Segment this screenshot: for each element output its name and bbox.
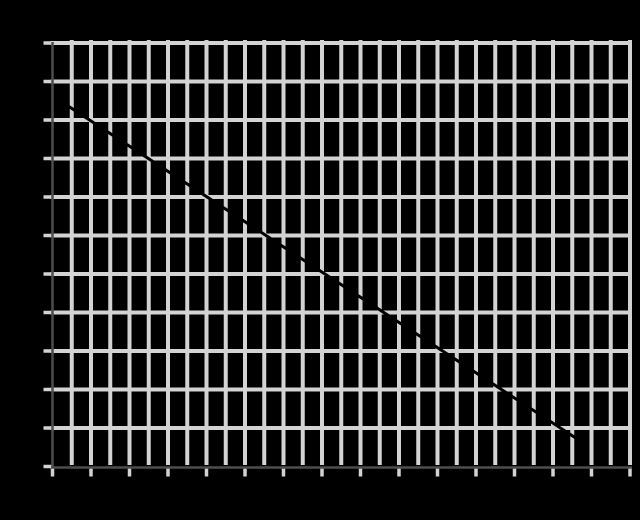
axes-spines — [51, 42, 632, 469]
data-series — [67, 105, 580, 442]
vertical-gridlines — [69, 40, 632, 465]
data-line-series-1 — [67, 105, 580, 442]
x-axis-ticks — [50, 467, 632, 477]
horizontal-gridlines — [50, 41, 632, 430]
y-axis-ticks — [43, 41, 53, 469]
